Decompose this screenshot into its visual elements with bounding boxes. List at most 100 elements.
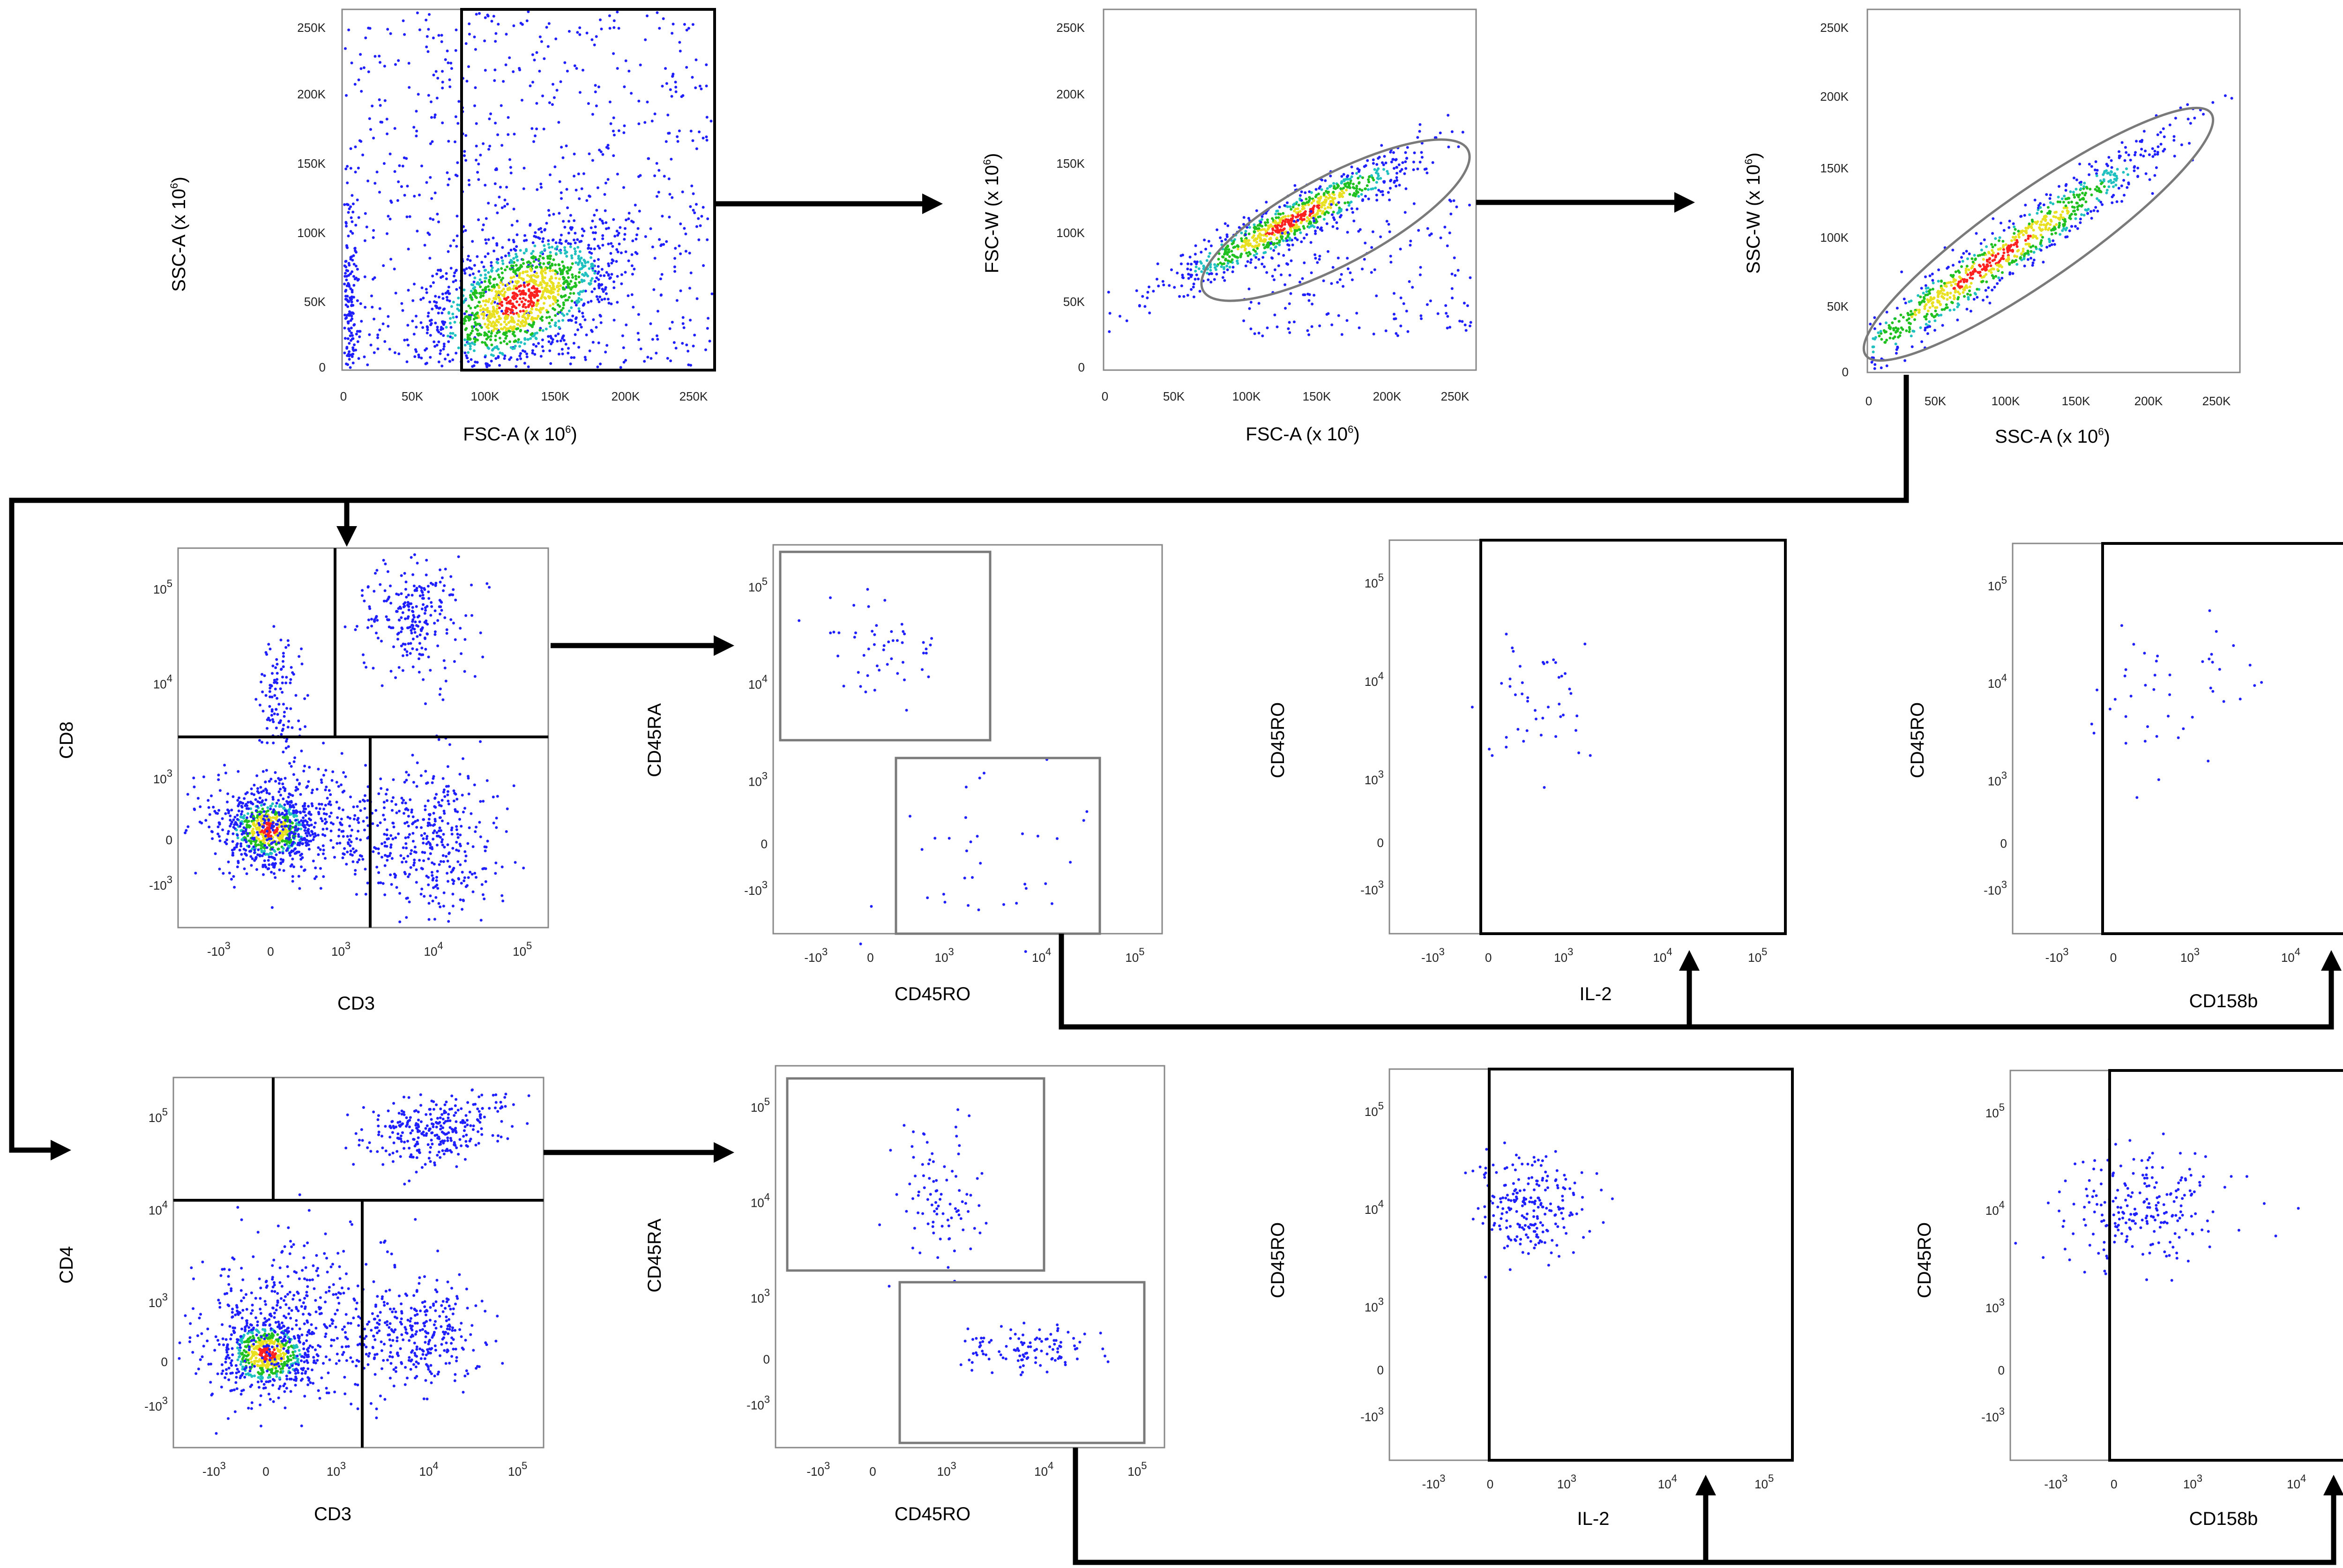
event-dot	[554, 276, 558, 280]
event-dot	[691, 139, 694, 142]
event-dot	[2066, 212, 2069, 215]
event-dot	[1189, 275, 1193, 278]
event-dot	[580, 326, 583, 329]
event-dot	[270, 824, 274, 827]
event-dot	[567, 347, 570, 350]
event-dot	[1236, 247, 1239, 251]
event-dot	[356, 299, 359, 302]
event-dot	[624, 59, 627, 62]
event-dot	[612, 52, 615, 55]
event-dot	[1312, 216, 1315, 220]
event-dot	[494, 338, 497, 342]
event-dot	[574, 317, 577, 320]
event-dot	[1246, 239, 1249, 242]
event-dot	[1192, 295, 1195, 298]
event-dot	[356, 268, 359, 271]
event-dot	[485, 276, 488, 280]
event-dot	[2011, 250, 2014, 253]
event-dot	[530, 318, 533, 321]
event-dot	[2153, 149, 2156, 153]
event-dot	[1400, 168, 1403, 171]
event-dot	[1967, 296, 1970, 299]
event-dot	[2120, 184, 2123, 187]
event-dot	[350, 216, 353, 219]
event-dot	[1301, 202, 1304, 205]
event-dot	[1403, 211, 1407, 214]
event-dot	[535, 102, 538, 105]
event-dot	[484, 184, 487, 187]
event-dot	[1411, 286, 1414, 289]
event-dot	[563, 266, 566, 269]
event-dot	[2020, 252, 2023, 255]
event-dot	[499, 186, 502, 189]
event-dot	[687, 27, 690, 30]
event-dot	[464, 134, 468, 137]
event-dot	[2049, 193, 2052, 197]
event-dot	[487, 288, 491, 291]
event-dot	[549, 362, 552, 365]
event-dot	[1426, 227, 1429, 230]
event-dot	[523, 350, 527, 353]
event-dot	[562, 301, 565, 305]
event-dot	[547, 22, 551, 25]
event-dot	[631, 273, 634, 276]
event-dot	[1173, 286, 1176, 289]
event-dot	[232, 818, 235, 821]
event-dot	[595, 35, 598, 38]
event-dot	[2073, 176, 2075, 179]
event-dot	[455, 315, 458, 319]
event-dot	[473, 264, 476, 267]
event-dot	[347, 211, 350, 214]
event-dot	[2230, 97, 2233, 100]
event-dot	[1261, 334, 1264, 337]
event-dot	[627, 259, 630, 262]
event-dot	[431, 140, 434, 143]
event-dot	[585, 31, 589, 35]
event-dot	[1288, 238, 1291, 242]
event-dot	[565, 255, 568, 258]
event-dot	[1452, 199, 1455, 202]
event-dot	[619, 251, 623, 254]
event-dot	[1283, 220, 1287, 223]
event-dot	[2120, 200, 2123, 203]
event-dot	[216, 825, 220, 828]
event-dot	[551, 245, 554, 249]
event-dot	[1156, 277, 1158, 281]
event-dot	[1284, 218, 1288, 221]
event-dot	[533, 244, 537, 247]
event-dot	[470, 290, 473, 293]
event-dot	[493, 324, 496, 327]
event-dot	[1273, 242, 1276, 245]
event-dot	[1364, 241, 1367, 245]
event-dot	[1276, 325, 1279, 328]
event-dot	[1908, 330, 1911, 333]
event-dot	[429, 176, 432, 179]
event-dot	[352, 275, 355, 278]
scatter-points	[343, 10, 714, 369]
event-dot	[1928, 320, 1931, 323]
event-dot	[559, 284, 562, 287]
event-dot	[580, 298, 583, 301]
event-dot	[449, 61, 453, 65]
event-dot	[1288, 331, 1291, 334]
event-dot	[2064, 197, 2067, 201]
event-dot	[1255, 237, 1259, 240]
event-dot	[408, 86, 411, 89]
event-dot	[357, 216, 360, 219]
event-dot	[563, 226, 567, 229]
event-dot	[555, 285, 559, 289]
event-dot	[2082, 197, 2085, 200]
event-dot	[2107, 185, 2111, 188]
event-dot	[346, 305, 350, 308]
event-dot	[1898, 334, 1902, 337]
event-dot	[437, 220, 440, 223]
event-dot	[275, 816, 278, 819]
event-dot	[474, 306, 477, 309]
event-dot	[1358, 326, 1361, 329]
event-dot	[661, 84, 664, 88]
event-dot	[1303, 237, 1306, 240]
event-dot	[2084, 200, 2088, 203]
event-dot	[1985, 280, 1988, 283]
event-dot	[705, 63, 708, 67]
event-dot	[1332, 191, 1335, 194]
